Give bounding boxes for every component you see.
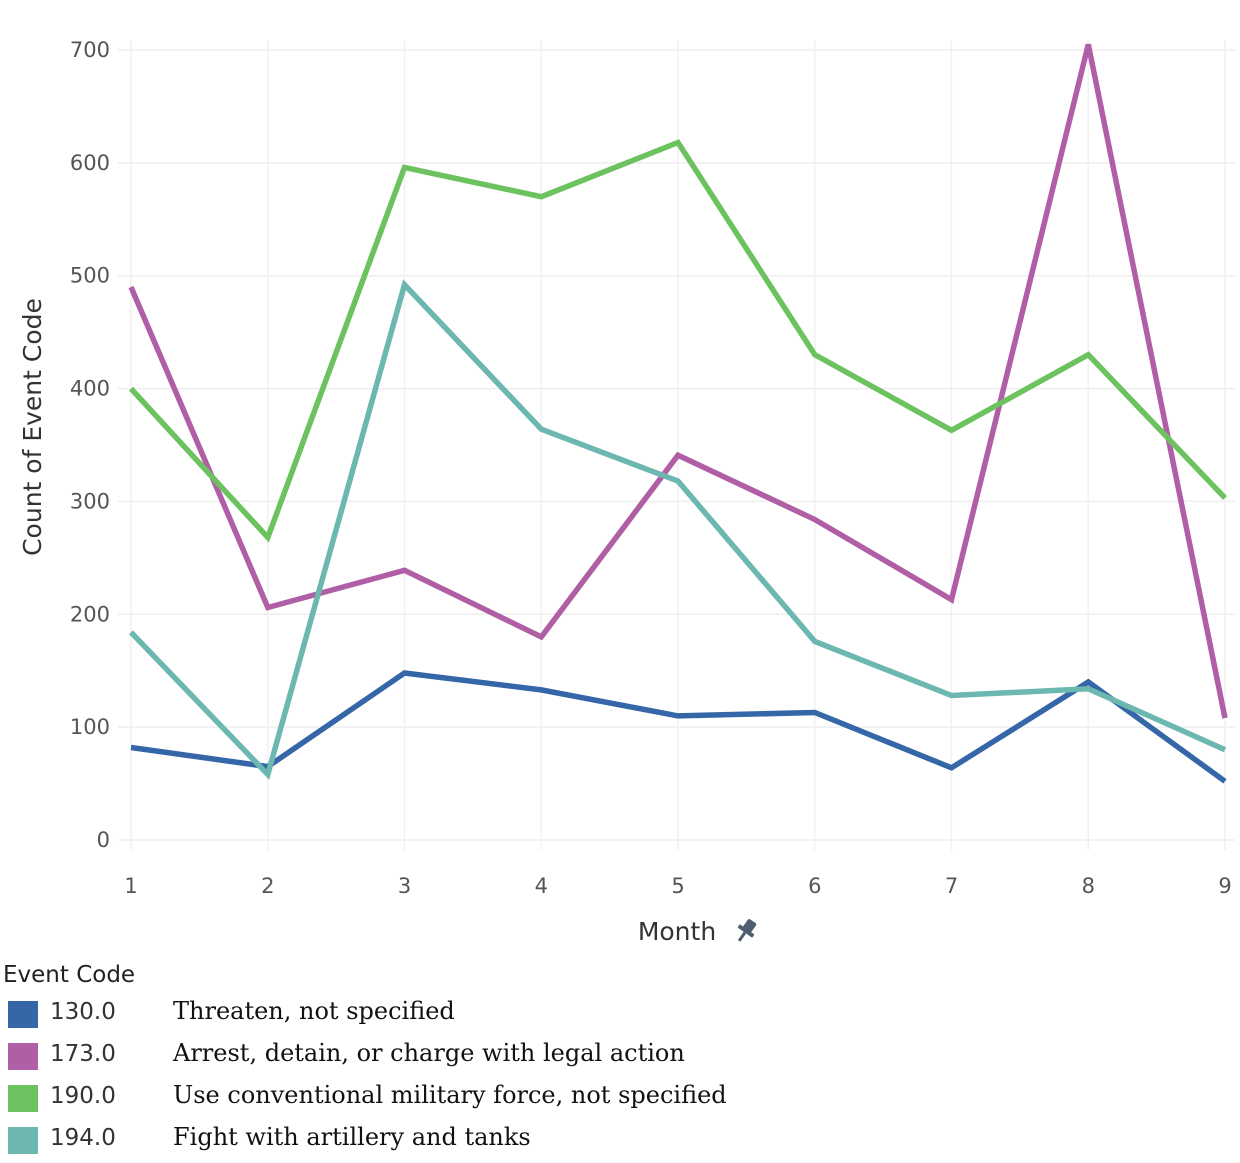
y-tick-label: 200 [70,602,110,626]
x-tick-label: 7 [945,874,958,898]
legend-code: 194.0 [50,1125,116,1151]
legend-description: Threaten, not specified [173,997,455,1025]
y-tick-label: 600 [70,151,110,175]
legend-swatch [8,1085,38,1112]
legend-swatch [8,1127,38,1154]
series-line-130.0[interactable] [130,670,1227,784]
legend-code: 130.0 [50,999,116,1025]
legend-item-190.0[interactable]: 190.0 Use conventional military force, no… [8,1081,1208,1115]
legend-description: Fight with artillery and tanks [173,1123,531,1151]
y-tick-label: 700 [70,38,110,62]
legend-item-130.0[interactable]: 130.0 Threaten, not specified [8,997,1208,1031]
x-axis-ticks: 1 2 3 4 5 6 7 8 9 [124,874,1231,898]
series-lines [128,43,1228,784]
y-tick-label: 500 [70,264,110,288]
legend-item-194.0[interactable]: 194.0 Fight with artillery and tanks [8,1123,1208,1157]
series-line-190.0[interactable] [128,139,1227,543]
series-line-194.0[interactable] [129,279,1227,780]
x-tick-label: 5 [671,874,684,898]
legend-title: Event Code [3,962,136,988]
line-chart: 0 100 200 300 400 500 600 700 1 2 3 4 5 6 7 8 9 Count o… [18,38,1235,946]
legend-description: Use conventional military force, not spe… [173,1081,727,1109]
x-tick-label: 1 [124,874,137,898]
legend-item-173.0[interactable]: 173.0 Arrest, detain, or charge with lega… [8,1039,1208,1073]
y-axis-title: Count of Event Code [18,298,47,556]
legend-swatch [8,1043,38,1070]
x-axis-title: Month [638,917,716,946]
x-tick-label: 2 [261,874,274,898]
x-tick-label: 6 [808,874,821,898]
y-axis-ticks: 0 100 200 300 400 500 600 700 [70,38,110,852]
y-tick-label: 0 [97,828,110,852]
pin-icon[interactable] [732,916,761,946]
y-tick-label: 400 [70,377,110,401]
x-tick-label: 8 [1082,874,1095,898]
x-tick-label: 3 [398,874,411,898]
y-tick-label: 100 [70,715,110,739]
gridlines [118,40,1235,850]
x-tick-label: 4 [535,874,548,898]
x-tick-label: 9 [1218,874,1231,898]
legend-description: Arrest, detain, or charge with legal act… [173,1039,685,1067]
y-tick-label: 300 [70,489,110,513]
legend-code: 190.0 [50,1083,116,1109]
legend-code: 173.0 [50,1041,116,1067]
series-line-173.0[interactable] [128,43,1228,719]
legend-swatch [8,1001,38,1028]
